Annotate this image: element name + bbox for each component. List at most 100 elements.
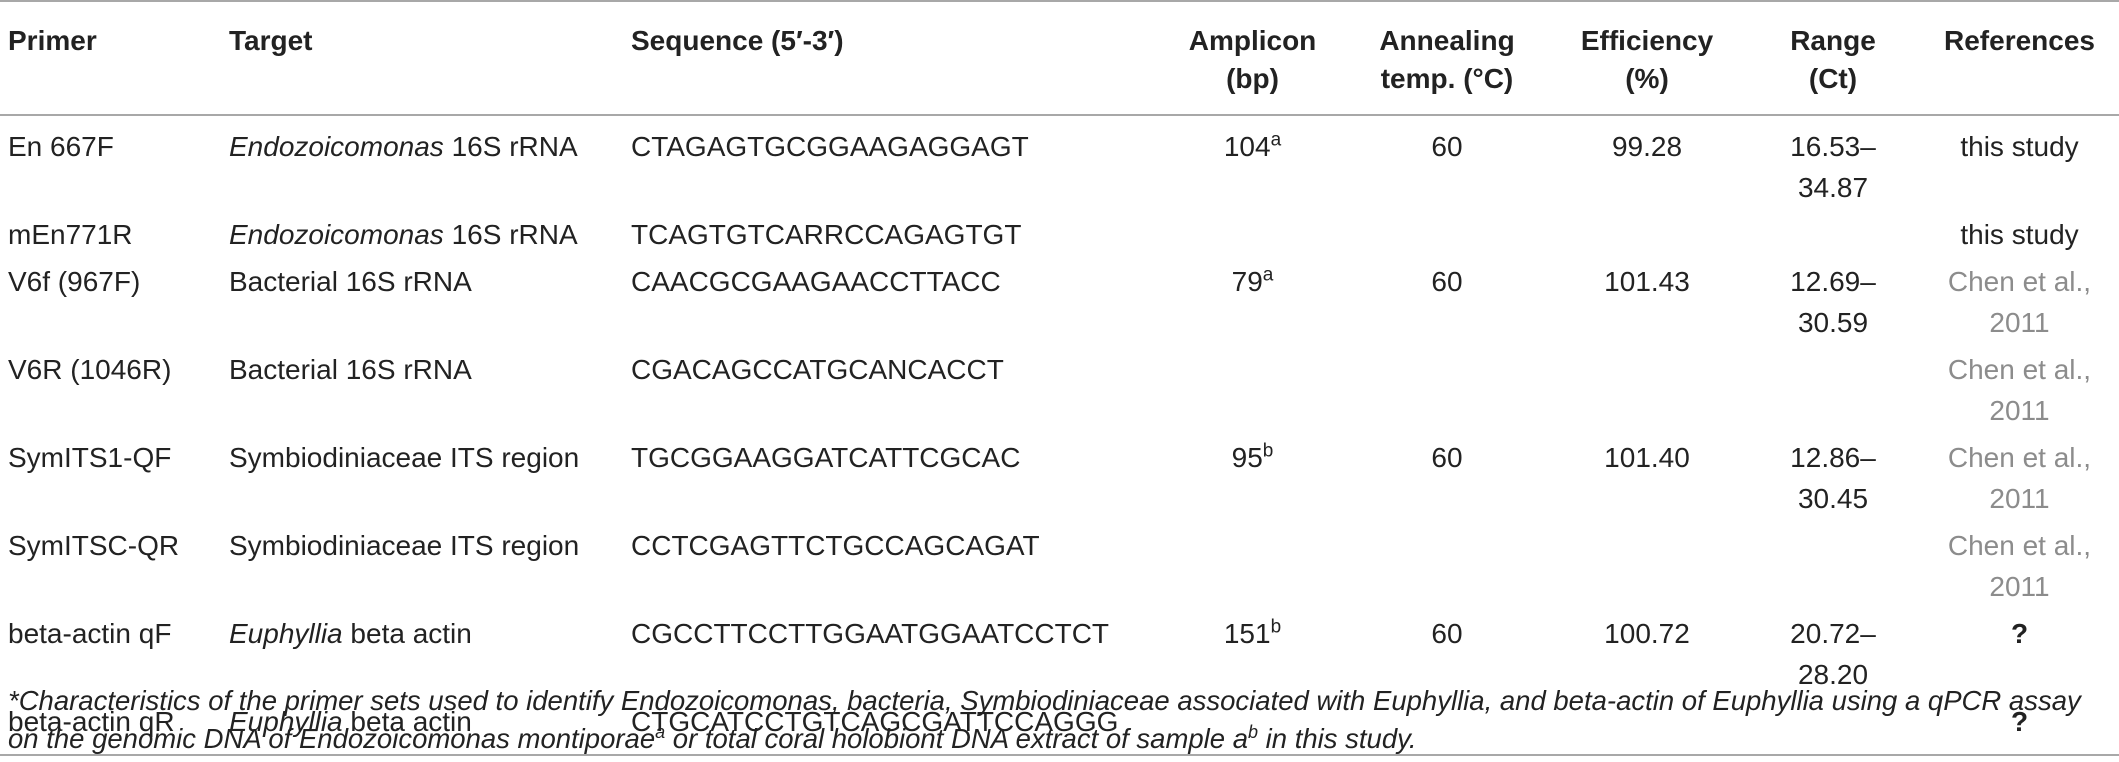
header-efficiency: Efficiency (%) [1548, 0, 1746, 116]
annealing-cell: 60 [1431, 131, 1463, 162]
target-cell: Symbiodiniaceae ITS region [223, 433, 625, 521]
target-cell: Euphyllia beta actin [223, 609, 625, 697]
reference-cell[interactable]: Chen et al., 2011 [1947, 266, 2092, 338]
header-efficiency-line2: (%) [1625, 63, 1669, 94]
amplicon-cell [1159, 210, 1346, 257]
target-organism: Euphyllia [229, 618, 343, 649]
reference-cell: ? [1920, 697, 2119, 756]
target-organism: Endozoicomonas [229, 219, 444, 250]
sequence-cell: CTAGAGTGCGGAAGAGGAGT [631, 131, 1029, 162]
footnote-superscript-b: b [1248, 721, 1259, 742]
target-cell: Bacterial 16S rRNA [223, 345, 625, 433]
range-cell [1746, 697, 1920, 756]
range-end: 34.87 [1797, 172, 1869, 203]
target-cell: Euphyllia beta actin [223, 697, 625, 756]
range-cell: 20.72– 28.20 [1746, 609, 1920, 697]
sequence-cell: TCAGTGTCARRCCAGAGTGT [631, 219, 1022, 250]
sequence-cell: CTGCATCCTGTCAGCGATTCCAGGG [625, 697, 1159, 756]
range-start: 12.86– [1790, 442, 1876, 473]
reference-cell: ? [2010, 618, 2029, 649]
target-cell: Bacterial 16S rRNA [223, 257, 625, 345]
footnote-line2-c: in this study. [1258, 723, 1417, 754]
annealing-cell: 60 [1431, 618, 1463, 649]
reference-cell[interactable]: Chen et al., 2011 [1947, 530, 2092, 602]
amplicon-value: 104 [1223, 131, 1271, 162]
sequence-cell: CAACGCGAAGAACCTTACC [631, 266, 1001, 297]
target-text: Bacterial 16S rRNA [229, 266, 472, 297]
table-body: En 667F Endozoicomonas 16S rRNA CTAGAGTGCG… [0, 115, 2119, 756]
efficiency-cell [1548, 210, 1746, 257]
target-organism: Endozoicomonas [229, 131, 444, 162]
efficiency-cell: 99.28 [1611, 131, 1683, 162]
range-cell: 12.69– 30.59 [1746, 257, 1920, 345]
amplicon-value: 95 [1231, 442, 1263, 473]
target-text: Symbiodiniaceae ITS region [229, 530, 580, 561]
footnote-line2-b: or total coral holobiont DNA extract of … [665, 723, 1249, 754]
header-range: Range (Ct) [1746, 0, 1920, 116]
header-range-line1: Range [1790, 25, 1876, 56]
range-cell: 12.86– 30.45 [1746, 433, 1920, 521]
amplicon-value: 79 [1231, 266, 1263, 297]
footnote-superscript-a: a [655, 721, 666, 742]
reference-cell: this study [1960, 131, 2079, 162]
annealing-cell: 60 [1431, 442, 1463, 473]
amplicon-cell [1159, 521, 1346, 609]
efficiency-cell [1548, 521, 1746, 609]
header-amplicon-line2: (bp) [1226, 63, 1279, 94]
primer-name: SymITS1-QF [8, 442, 172, 473]
primer-name: V6f (967F) [8, 266, 141, 297]
header-amplicon-line1: Amplicon [1188, 25, 1317, 56]
target-cell: Symbiodiniaceae ITS region [223, 521, 625, 609]
target-organism: Euphyllia [229, 706, 343, 737]
target-text: Symbiodiniaceae ITS region [229, 442, 580, 473]
amplicon-cell: 151b [1159, 609, 1346, 697]
table-footnote: *Characteristics of the primer sets used… [8, 682, 2108, 758]
range-start: 20.72– [1790, 618, 1876, 649]
primer-name: V6R (1046R) [8, 354, 172, 385]
amplicon-cell [1159, 345, 1346, 433]
target-gene: beta actin [342, 618, 472, 649]
amplicon-value: 151 [1223, 618, 1271, 649]
annealing-cell [1346, 210, 1548, 257]
primer-name: beta-actin qF [8, 618, 172, 649]
sequence-cell: CGCCTTCCTTGGAATGGAATCCTCT [631, 618, 1110, 649]
range-cell: 16.53– 34.87 [1746, 115, 1920, 210]
table-row: V6f (967F) Bacterial 16S rRNA CAACGCGAAGAA… [0, 257, 2119, 345]
efficiency-cell [1548, 345, 1746, 433]
table-header-row: Primer Target Sequence (5′-3′) Amplicon … [0, 0, 2119, 116]
amplicon-cell [1159, 697, 1346, 756]
range-cell [1746, 345, 1920, 433]
table-row: beta-actin qR Euphyllia beta actin CTGCATC… [0, 697, 2119, 756]
range-end: 28.20 [1797, 659, 1869, 690]
efficiency-cell: 101.43 [1604, 266, 1690, 297]
amplicon-superscript: b [1270, 616, 1282, 638]
amplicon-superscript: b [1262, 440, 1274, 462]
range-end: 30.45 [1797, 483, 1869, 514]
header-primer: Primer [0, 0, 223, 116]
header-sequence: Sequence (5′-3′) [625, 0, 1159, 116]
range-cell [1746, 521, 1920, 609]
reference-cell[interactable]: Chen et al., 2011 [1947, 442, 2092, 514]
range-end: 30.59 [1797, 307, 1869, 338]
header-annealing-line2: temp. (°C) [1380, 63, 1514, 94]
amplicon-cell: 104a [1159, 115, 1346, 210]
table-row: mEn771R Endozoicomonas 16S rRNA TCAGTGTCAR… [0, 210, 2119, 257]
table-row: En 667F Endozoicomonas 16S rRNA CTAGAGTGCG… [0, 115, 2119, 210]
table-row: SymITS1-QF Symbiodiniaceae ITS region TGCG… [0, 433, 2119, 521]
header-range-line2: (Ct) [1808, 63, 1858, 94]
primer-name: SymITSC-QR [8, 530, 180, 561]
footnote-line2: on the genomic DNA of Endozoicomonas mon… [8, 720, 2108, 758]
sequence-cell: CGACAGCCATGCANCACCT [631, 354, 1004, 385]
primer-name: beta-actin qR [0, 697, 223, 756]
header-efficiency-line1: Efficiency [1580, 25, 1714, 56]
header-annealing: Annealing temp. (°C) [1346, 0, 1548, 116]
header-amplicon: Amplicon (bp) [1159, 0, 1346, 116]
amplicon-superscript: a [1270, 129, 1282, 151]
target-cell: Endozoicomonas 16S rRNA [223, 115, 625, 210]
efficiency-cell: 100.72 [1604, 618, 1690, 649]
sequence-cell: CCTCGAGTTCTGCCAGCAGAT [631, 530, 1040, 561]
amplicon-cell: 95b [1159, 433, 1346, 521]
reference-cell[interactable]: Chen et al., 2011 [1947, 354, 2092, 426]
